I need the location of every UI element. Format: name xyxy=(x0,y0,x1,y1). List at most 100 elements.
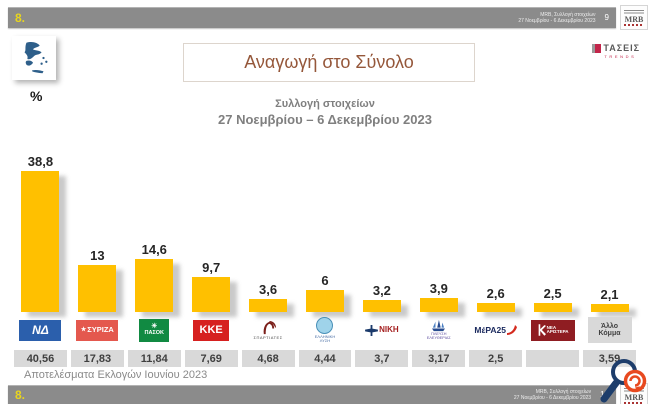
greece-map-box xyxy=(12,36,56,80)
bar-value-label: 3,9 xyxy=(429,281,448,296)
poll-bar-spartiates xyxy=(249,299,288,312)
bar-column-other: 2,1 xyxy=(581,287,638,312)
june-result-mera25: 2,5 xyxy=(469,350,523,367)
mrb-logo-text: MRB xyxy=(624,14,644,24)
june-result-kke: 7,69 xyxy=(184,350,238,367)
title-box: Αναγωγή στο Σύνολο xyxy=(183,43,475,82)
election-results-row: 40,56 17,83 11,84 7,69 4,68 4,44 3,7 3,17 2,5 3,5… xyxy=(12,350,638,367)
bar-value-label: 38,8 xyxy=(27,154,54,169)
pasok-sun-icon: ☀ xyxy=(151,323,158,331)
party-logo-cell: ΕΛΛΗΝΙΚΗ ΛΥΣΗ xyxy=(297,313,354,347)
bar-column-nea-aristera: 2,5 xyxy=(524,286,581,312)
bar-value-label: 2,6 xyxy=(486,286,505,301)
poll-bar-pasok xyxy=(135,259,174,312)
elliniki-lysi-logo: ΕΛΛΗΝΙΚΗ ΛΥΣΗ xyxy=(315,317,335,343)
bar-column-syriza: 13 xyxy=(69,248,126,312)
mrb-logo-text: MRB xyxy=(624,392,644,402)
bar-value-label: 2,1 xyxy=(600,287,619,302)
bar-column-pasok: 14,6 xyxy=(126,242,183,312)
mrb-logo-dots-icon xyxy=(624,401,644,404)
bottom-source-line1: MRB, Συλλογή στοιχείων xyxy=(535,388,592,395)
top-source-line1: MRB, Συλλογή στοιχείων xyxy=(540,11,596,18)
bar-value-label: 3,2 xyxy=(372,283,391,298)
poll-bar-syriza xyxy=(78,265,117,312)
bar-value-label: 9,7 xyxy=(202,260,221,275)
june-result-niki: 3,7 xyxy=(355,350,409,367)
taseis-logo-icon xyxy=(592,43,602,53)
party-logo-cell: ΜέΡΑ25 xyxy=(467,313,524,347)
syriza-star-icon: ★ xyxy=(80,327,87,333)
percent-axis-label: % xyxy=(30,88,43,104)
mrb-logo-top: MRB xyxy=(620,5,648,30)
party-logo-cell: ☀ ΠΑΣΟΚ xyxy=(126,313,183,347)
spartiates-logo: ΣΠΑΡΤΙΑΤΕΣ xyxy=(253,320,282,340)
pasok-logo: ☀ ΠΑΣΟΚ xyxy=(139,318,170,342)
poll-bar-mera25 xyxy=(476,303,515,312)
taseis-text: ΤΑΣΕΙΣ xyxy=(603,43,640,53)
mrb-logo-dots-icon xyxy=(624,23,644,26)
top-bar-right: MRB, Συλλογή στοιχείων 27 Νοεμβρίου - 6 … xyxy=(518,12,609,24)
top-header-bar: 8. MRB, Συλλογή στοιχείων 27 Νοεμβρίου -… xyxy=(8,7,616,28)
party-logo-cell: ΣΠΑΡΤΙΑΤΕΣ xyxy=(240,313,297,347)
subtitle-line2: 27 Νοεμβρίου – 6 Δεκεμβρίου 2023 xyxy=(218,112,432,127)
mrb-logo-lines-icon xyxy=(624,9,644,15)
bar-value-label: 6 xyxy=(321,273,329,288)
bar-column-plefsi: 3,9 xyxy=(410,281,467,312)
june-result-spartiates: 4,68 xyxy=(241,350,295,367)
taseis-brand: ΤΑΣΕΙΣ TRENDS xyxy=(592,43,640,59)
top-source-line2: 27 Νοεμβρίου - 6 Δεκεμβρίου 2023 xyxy=(518,17,596,24)
elliniki-lysi-emblem-icon xyxy=(316,317,334,334)
party-logo-cell: ★ ΣΥΡΙΖΑ xyxy=(69,313,126,347)
june-result-elliniki-lysi: 4,44 xyxy=(298,350,352,367)
bar-column-niki: 3,2 xyxy=(353,283,410,312)
party-logo-cell: ΝΕΑ ΑΡΙΣΤΕΡΑ xyxy=(524,313,581,347)
bar-column-kke: 9,7 xyxy=(183,260,240,312)
page-title: Αναγωγή στο Σύνολο xyxy=(244,52,414,72)
june-result-pasok: 11,84 xyxy=(127,350,181,367)
trends-text: TRENDS xyxy=(604,54,637,59)
june-result-syriza: 17,83 xyxy=(70,350,124,367)
slide-number-top: 8. xyxy=(15,10,26,25)
slide-number-bottom: 8. xyxy=(15,387,26,402)
party-logo-cell: Άλλο Κόμμα xyxy=(581,313,638,347)
june-result-nea-aristera xyxy=(526,350,580,367)
bar-value-label: 14,6 xyxy=(141,242,167,257)
sailboat-icon xyxy=(432,320,446,332)
poll-bar-plefsi xyxy=(419,298,458,312)
bar-value-label: 3,6 xyxy=(259,282,278,297)
other-logo: Άλλο Κόμμα xyxy=(587,317,632,343)
kke-logo: ΚΚΕ xyxy=(193,319,230,341)
party-logo-cell: ΠΛΕΥΣΗ ΕΛΕΥΘΕΡΙΑΣ xyxy=(410,313,467,347)
poll-bar-nea-aristera xyxy=(533,303,572,312)
bar-value-label: 13 xyxy=(90,248,105,263)
mera25-swoosh-icon xyxy=(506,325,517,335)
bar-column-mera25: 2,6 xyxy=(467,286,524,312)
mera25-logo: ΜέΡΑ25 xyxy=(474,325,517,335)
june-result-nd: 40,56 xyxy=(14,350,67,367)
bar-column-elliniki-lysi: 6 xyxy=(297,273,354,312)
poll-bar-elliniki-lysi xyxy=(305,290,344,312)
nd-logo: ΝΔ xyxy=(19,319,62,341)
niki-logo: ΝΙΚΗ xyxy=(365,324,399,336)
top-source-note: MRB, Συλλογή στοιχείων 27 Νοεμβρίου - 6 … xyxy=(518,12,595,24)
spartan-helmet-icon xyxy=(263,320,276,335)
subtitle-line1: Συλλογή στοιχείων xyxy=(275,98,375,110)
nea-aristera-logo: ΝΕΑ ΑΡΙΣΤΕΡΑ xyxy=(530,319,575,341)
party-logo-cell: ΚΚΕ xyxy=(183,313,240,347)
magnifier-icon xyxy=(600,359,647,403)
niki-cross-icon xyxy=(365,324,379,336)
top-page-number: 9 xyxy=(604,13,609,22)
party-logo-cell: ΝΔ xyxy=(12,313,69,347)
poll-bar-niki xyxy=(362,300,401,312)
greece-map-icon xyxy=(24,42,48,74)
bottom-source-line2: 27 Νοεμβρίου - 6 Δεκεμβρίου 2023 xyxy=(513,394,592,401)
footnote: Αποτελέσματα Εκλογών Ιουνίου 2023 xyxy=(24,369,208,381)
bar-chart: 38,8 13 14,6 9,7 3,6 6 3,2 3,9 2,6 2,5 2,1 xyxy=(12,149,638,312)
party-logo-cell: ΝΙΚΗ xyxy=(353,313,410,347)
poll-bar-kke xyxy=(192,277,231,312)
party-logos-row: ΝΔ ★ ΣΥΡΙΖΑ ☀ ΠΑΣΟΚ ΚΚΕ ΣΠΑΡΤΙΑΤΕΣ ΕΛΛΗΝΙΚΗ ΛΥΣΗ… xyxy=(12,313,638,347)
nea-aristera-figure-icon xyxy=(538,324,546,336)
bar-value-label: 2,5 xyxy=(543,286,562,301)
poll-bar-other xyxy=(590,304,629,312)
